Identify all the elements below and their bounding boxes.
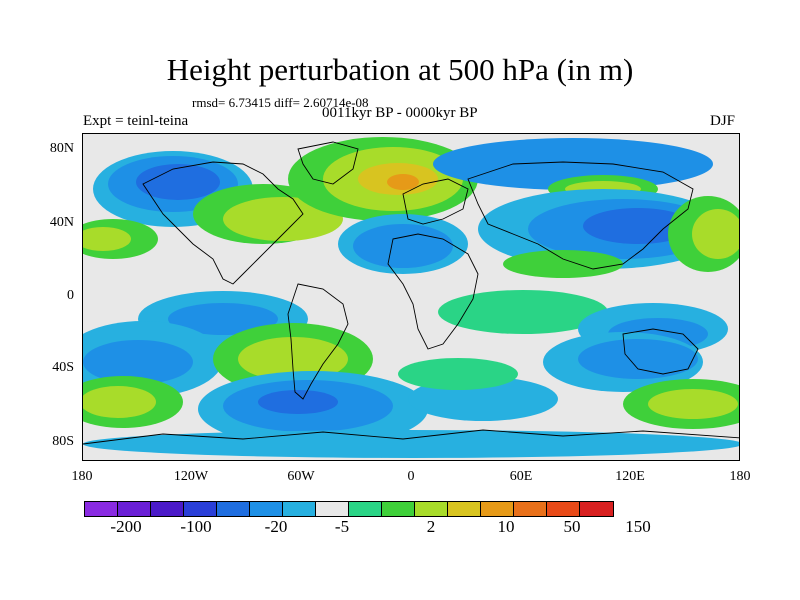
- contour-patch: [583, 208, 693, 244]
- contour-patch: [398, 358, 518, 390]
- contour-patch: [503, 250, 623, 278]
- colorbar-swatch: [448, 502, 481, 516]
- plot-title: Height perturbation at 500 hPa (in m): [166, 52, 634, 87]
- colorbar-tick-label: -200: [110, 517, 142, 536]
- colorbar-tick-label: 10: [497, 517, 515, 536]
- contour-patch: [223, 197, 343, 241]
- greenland-coastline: [297, 141, 359, 185]
- colorbar-swatch: [85, 502, 118, 516]
- europe-coastline: [402, 178, 469, 225]
- colorbar-tick-label: -100: [180, 517, 212, 536]
- y-tick-label: 80S: [52, 434, 74, 449]
- contour-patch: [578, 339, 698, 379]
- contour-patch: [238, 337, 348, 381]
- colorbar-swatch: [415, 502, 448, 516]
- map-panel: [82, 133, 740, 461]
- contour-fields: [83, 137, 739, 458]
- colorbar-tick-label: -5: [334, 517, 350, 536]
- x-tick-label: 0: [407, 469, 415, 484]
- africa-coastline: [387, 233, 479, 350]
- period-label: 0011kyr BP - 0000kyr BP: [322, 105, 478, 121]
- colorbar-swatch: [349, 502, 382, 516]
- x-tick-label: 60E: [509, 469, 533, 484]
- contour-patch: [83, 340, 193, 384]
- colorbar-swatch: [580, 502, 613, 516]
- x-tick-label: 180: [729, 469, 751, 484]
- contour-patch: [353, 224, 453, 268]
- colorbar-swatch: [151, 502, 184, 516]
- colorbar: [84, 501, 614, 517]
- colorbar-swatch: [514, 502, 547, 516]
- colorbar-tick-label: 50: [563, 517, 581, 536]
- contour-patch: [83, 227, 131, 251]
- australia-coastline: [622, 328, 699, 375]
- coastlines: [83, 141, 739, 445]
- contour-patch: [83, 386, 156, 418]
- colorbar-tick-label: 2: [426, 517, 436, 536]
- contour-patch: [648, 389, 738, 419]
- contour-patch: [258, 390, 338, 414]
- asia-coastline: [467, 161, 694, 270]
- colorbar-swatch: [217, 502, 250, 516]
- y-tick-label: 40S: [52, 360, 74, 375]
- x-tick-label: 180: [71, 469, 93, 484]
- y-tick-label: 0: [67, 288, 74, 303]
- x-tick-label: 120E: [615, 469, 645, 484]
- antarctica-coastline: [83, 429, 739, 445]
- contour-map: [83, 137, 739, 458]
- y-tick-label: 80N: [49, 141, 74, 156]
- experiment-label: Expt = teinl-teina: [83, 113, 189, 129]
- contour-patch: [168, 303, 278, 335]
- contour-patch: [83, 430, 739, 458]
- colorbar-swatch: [283, 502, 316, 516]
- colorbar-swatch: [481, 502, 514, 516]
- x-tick-label: 120W: [173, 469, 209, 484]
- season-label: DJF: [710, 113, 736, 129]
- colorbar-swatch: [547, 502, 580, 516]
- colorbar-swatch: [382, 502, 415, 516]
- north-america-coastline: [142, 161, 304, 285]
- contour-patch: [433, 138, 713, 190]
- colorbar-swatch: [250, 502, 283, 516]
- colorbar-swatch: [118, 502, 151, 516]
- colorbar-tick-label: 150: [625, 517, 651, 536]
- contour-patch: [692, 209, 739, 259]
- contour-patch: [387, 174, 419, 190]
- colorbar-swatch: [316, 502, 349, 516]
- colorbar-swatch: [184, 502, 217, 516]
- x-tick-label: 60W: [287, 469, 315, 484]
- south-america-coastline: [287, 283, 349, 400]
- contour-patch: [136, 164, 220, 200]
- y-tick-label: 40N: [49, 215, 74, 230]
- stats-label: rmsd= 6.73415 diff= 2.60714e-08: [192, 95, 369, 110]
- colorbar-tick-label: -20: [264, 517, 288, 536]
- contour-patch: [438, 290, 608, 334]
